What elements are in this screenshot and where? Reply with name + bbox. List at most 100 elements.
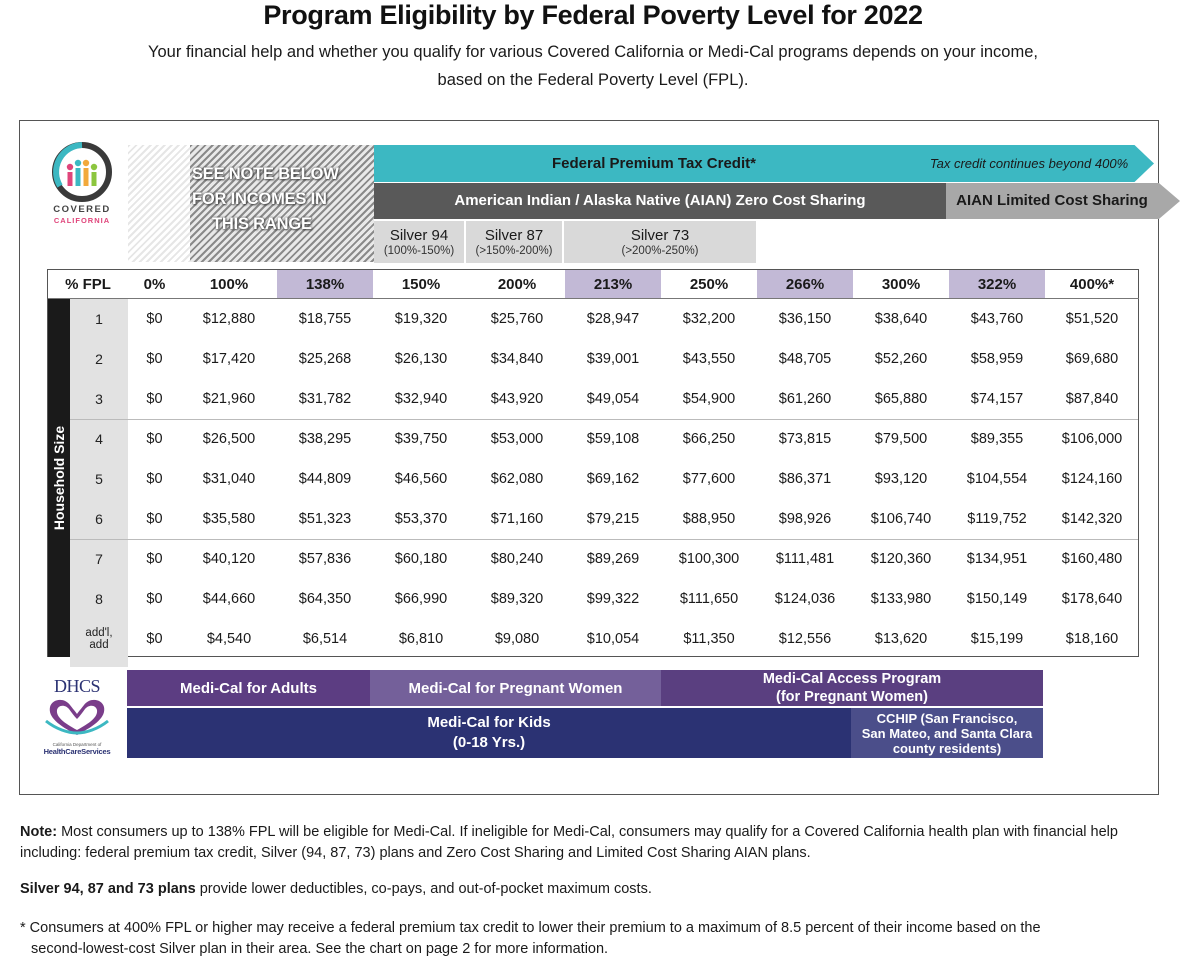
- income-cell: $32,200: [682, 311, 736, 327]
- income-cell: $13,620: [874, 631, 928, 647]
- income-cell: $69,680: [1065, 351, 1119, 367]
- aian-zero-cost-sharing-bar: American Indian / Alaska Native (AIAN) Z…: [374, 183, 946, 219]
- income-cell: $120,360: [870, 551, 932, 567]
- household-size-label: add'l, add: [70, 619, 128, 667]
- covered-california-icon: [52, 142, 112, 202]
- income-cell: $98,926: [778, 511, 832, 527]
- income-cell: $86,371: [778, 471, 832, 487]
- income-cell: $0: [146, 391, 163, 407]
- income-cell: $111,650: [679, 591, 739, 607]
- income-cell: $73,815: [778, 431, 832, 447]
- income-cell: $43,760: [970, 311, 1024, 327]
- fpl-header: 400%*: [1045, 270, 1139, 299]
- dhcs-logo: DHCS California Department of HealthCare…: [38, 676, 116, 756]
- income-cell: $39,750: [394, 431, 448, 447]
- medi-cal-kids-bar: Medi-Cal for Kids (0-18 Yrs.): [127, 708, 851, 758]
- fpl-header: 200%: [469, 270, 565, 299]
- fpl-header: 138%: [277, 270, 373, 299]
- income-cell: $0: [146, 631, 163, 647]
- income-cell: $26,130: [394, 351, 448, 367]
- income-cell: $44,660: [202, 591, 256, 607]
- income-cell: $31,040: [202, 471, 256, 487]
- income-cell: $35,580: [202, 511, 256, 527]
- note-label: Note:: [20, 824, 58, 840]
- medi-cal-adults-bar: Medi-Cal for Adults: [127, 670, 370, 706]
- income-cell: $19,320: [394, 311, 448, 327]
- cchip-line-1: CCHIP (San Francisco,: [876, 710, 1018, 726]
- income-cell: $150,149: [966, 591, 1028, 607]
- table-corner-header: % FPL: [48, 270, 128, 299]
- income-cell: $160,480: [1061, 551, 1123, 567]
- income-cell: $66,250: [682, 431, 736, 447]
- subtitle-line-1: Your financial help and whether you qual…: [148, 43, 1038, 61]
- income-cell: $77,600: [682, 471, 736, 487]
- income-cell: $89,355: [970, 431, 1024, 447]
- income-cell: $0: [146, 471, 163, 487]
- fpl-header: 300%: [853, 270, 949, 299]
- income-cell: $25,760: [490, 311, 544, 327]
- covered-california-logo: COVERED CALIFORNIA: [48, 142, 116, 226]
- medi-cal-pregnant-women-bar: Medi-Cal for Pregnant Women: [370, 670, 661, 706]
- household-size-label-line: add'l,: [85, 627, 113, 639]
- premium-tax-credit-label: Federal Premium Tax Credit*: [552, 155, 756, 172]
- income-cell: $40,120: [202, 551, 256, 567]
- fpl-header: 150%: [373, 270, 469, 299]
- income-cell: $62,080: [490, 471, 544, 487]
- income-cell: $26,500: [202, 431, 256, 447]
- income-cell: $46,560: [394, 471, 448, 487]
- fpl-header: 322%: [949, 270, 1045, 299]
- logo-text-covered: COVERED: [53, 204, 111, 215]
- income-cell: $99,322: [586, 591, 640, 607]
- household-size-label: 8: [70, 579, 128, 619]
- income-cell: $4,540: [206, 631, 252, 647]
- income-cell: $52,260: [874, 351, 928, 367]
- income-cell: $51,520: [1065, 311, 1119, 327]
- income-cell: $111,481: [775, 551, 835, 567]
- see-note-label: SEE NOTE BELOW FOR INCOMES IN THIS RANGE: [192, 162, 372, 237]
- income-cell: $0: [146, 351, 163, 367]
- income-cell: $0: [146, 511, 163, 527]
- medi-cal-kids-line-2: (0-18 Yrs.): [452, 734, 526, 751]
- hatched-area-see-note: [190, 145, 374, 262]
- income-cell: $34,840: [490, 351, 544, 367]
- fpl-header: 0%: [128, 270, 181, 299]
- income-cell: $17,420: [202, 351, 256, 367]
- household-size-label: 2: [70, 339, 128, 379]
- silver-73-box: Silver 73 (>200%-250%): [564, 221, 756, 263]
- income-table: % FPL Household Size 0% 100% 138% 150% 200% 2…: [47, 269, 1139, 667]
- income-cell: $0: [146, 551, 163, 567]
- dhcs-logo-name: DHCS: [53, 676, 101, 696]
- row-group-divider: [70, 539, 1138, 540]
- income-cell: $59,108: [586, 431, 640, 447]
- income-cell: $93,120: [874, 471, 928, 487]
- income-cell: $54,900: [682, 391, 736, 407]
- fpl-header: 100%: [181, 270, 277, 299]
- income-cell: $48,705: [778, 351, 832, 367]
- income-cell: $18,755: [298, 311, 352, 327]
- footnote-line-2: second-lowest-cost Silver plan in their …: [31, 941, 609, 957]
- household-size-label-line: add: [89, 639, 109, 651]
- dhcs-logo-line-2: HealthCareServices: [43, 747, 111, 756]
- logo-text-california: CALIFORNIA: [53, 216, 111, 225]
- note-text: Most consumers up to 138% FPL will be el…: [20, 824, 1118, 861]
- income-cell: $79,215: [586, 511, 640, 527]
- household-size-bar: Household Size: [48, 299, 70, 657]
- cchip-line-3: county residents): [892, 740, 1002, 756]
- silver-plans-paragraph: Silver 94, 87 and 73 plans provide lower…: [20, 879, 1160, 900]
- income-cell: $12,556: [778, 631, 832, 647]
- aian-limited-cost-sharing-bar: [946, 183, 1180, 219]
- see-note-line-1: SEE NOTE BELOW: [192, 165, 339, 183]
- income-cell: $18,160: [1065, 631, 1119, 647]
- income-cell: $44,809: [298, 471, 352, 487]
- row-group-divider: [70, 419, 1138, 420]
- see-note-line-2: FOR INCOMES IN: [192, 190, 327, 208]
- income-cell: $15,199: [970, 631, 1024, 647]
- income-cell: $43,920: [490, 391, 544, 407]
- income-cell: $6,810: [398, 631, 444, 647]
- income-cell: $49,054: [586, 391, 640, 407]
- income-cell: $39,001: [586, 351, 640, 367]
- silver-87-range: (>150%-200%): [475, 245, 553, 257]
- income-cell: $69,162: [586, 471, 640, 487]
- income-cell: $6,514: [302, 631, 348, 647]
- income-cell: $53,000: [490, 431, 544, 447]
